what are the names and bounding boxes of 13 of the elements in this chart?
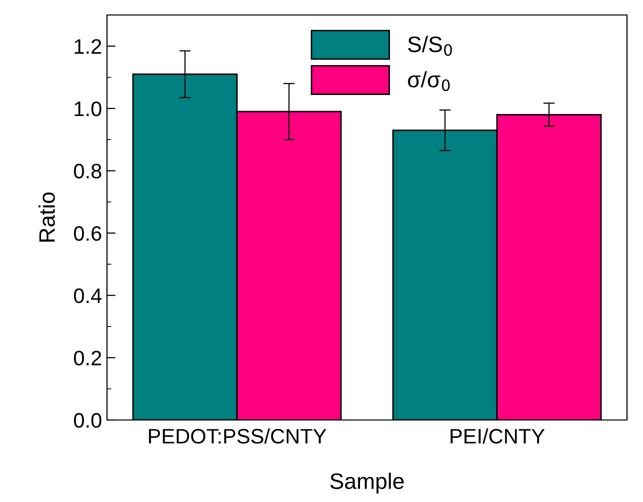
legend-label: σ/σ$_{0}$ [408,71,450,92]
y-tick-label: 1.2 [74,39,102,54]
y-axis-title: Ratio [38,192,55,242]
legend-label: S/S$_{0}$ [408,36,452,56]
x-tick-label: PEI/CNTY [450,428,545,444]
x-axis-title: Sample [330,472,404,494]
y-tick-label: 0.0 [74,413,102,428]
y-tick-label: 1.0 [74,101,102,116]
y-tick-label: 0.2 [74,350,102,366]
x-tick-label: PEDOT:PSS/CNTY [148,428,326,444]
y-tick-label: 0.4 [74,288,102,304]
y-tick-label: 0.6 [74,226,102,241]
y-tick-label: 0.8 [74,164,102,179]
